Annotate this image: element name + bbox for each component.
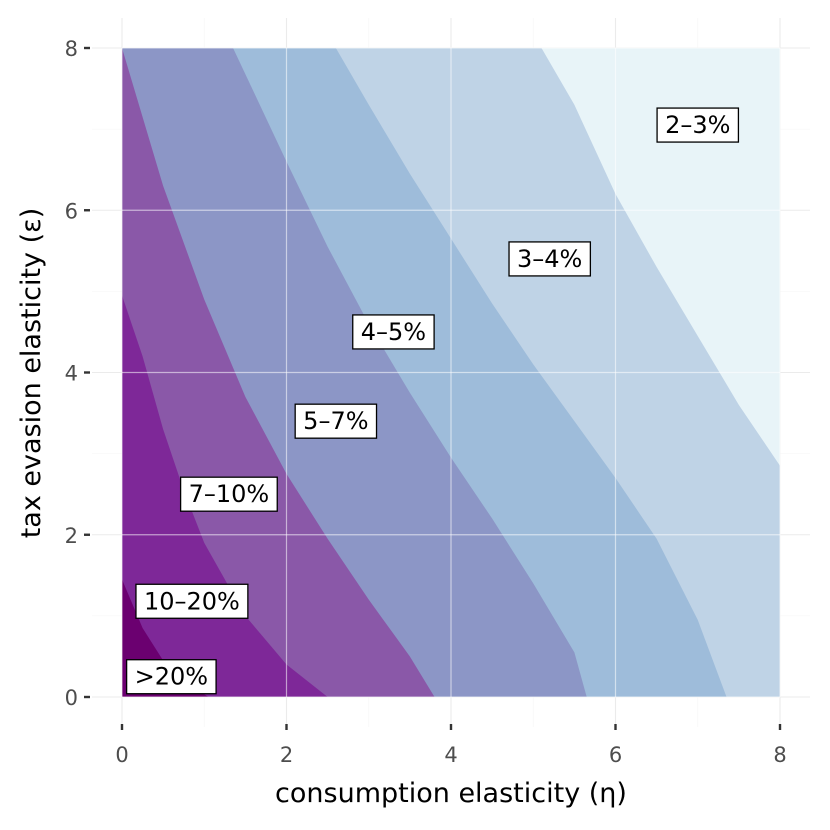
x-tick-label: 8 <box>773 743 786 767</box>
region-label-box <box>125 659 217 695</box>
region-labels: >20% 10–20% 7–10% 5–7% 4–5% 3–4% 2–3% <box>125 107 740 695</box>
region-label-box <box>135 583 249 619</box>
x-tick-label: 2 <box>280 743 293 767</box>
region-label-box <box>352 314 435 350</box>
region-label-box <box>508 241 592 277</box>
y-tick-label: 4 <box>65 362 78 386</box>
gridlines-overlay <box>121 47 781 698</box>
region-label-text: 10–20% <box>144 587 240 615</box>
region-label: 5–7% <box>294 403 378 439</box>
region-label: 4–5% <box>352 314 435 350</box>
y-axis-title: tax evasion elasticity (ε) <box>16 208 47 539</box>
y-tick-label: 0 <box>65 686 78 710</box>
region-label-box <box>294 403 378 439</box>
x-tick-label: 0 <box>115 743 128 767</box>
region-label-text: 4–5% <box>361 318 426 346</box>
axis-ticks: 0 2 4 6 8 0 2 4 6 8 <box>65 37 787 767</box>
region-label: >20% <box>125 659 217 695</box>
region-label: 10–20% <box>135 583 249 619</box>
y-tick-label: 6 <box>65 199 78 223</box>
region-label-box <box>179 476 278 512</box>
x-tick-label: 4 <box>444 743 457 767</box>
region-label-text: 2–3% <box>665 111 730 139</box>
y-tick-label: 8 <box>65 37 78 61</box>
region-label: 3–4% <box>508 241 592 277</box>
y-tick-label: 2 <box>65 524 78 548</box>
region-label-text: 7–10% <box>189 480 270 508</box>
region-label-text: 5–7% <box>303 407 368 435</box>
region-label-text: 3–4% <box>517 245 582 273</box>
x-tick-label: 6 <box>609 743 622 767</box>
region-label-box <box>656 107 740 143</box>
region-label: 2–3% <box>656 107 740 143</box>
region-label-text: >20% <box>135 663 208 691</box>
x-axis-title: consumption elasticity (η) <box>275 778 627 809</box>
region-label: 7–10% <box>179 476 278 512</box>
